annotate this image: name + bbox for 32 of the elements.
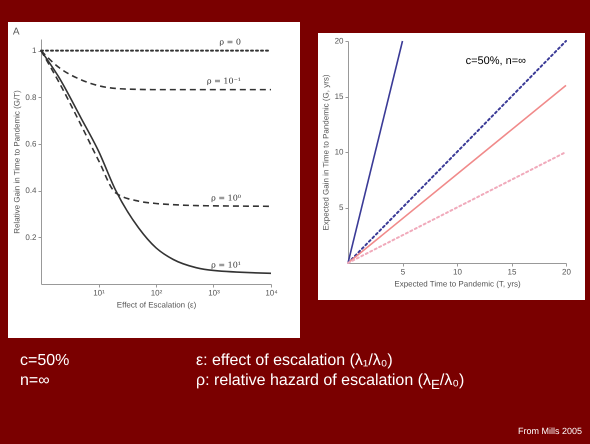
text: ε: effect of escalation (λ₁/λ₀) [196, 352, 393, 370]
y-tick-label: 0.8 [25, 92, 38, 102]
y-axis-title: Relative Gain in Time to Pandemic (G/T) [12, 90, 22, 234]
series-label: ρ = 10⁻¹ [206, 76, 241, 86]
y-tick-label: 0.4 [25, 186, 38, 196]
text: ρ: relative hazard of escalation (λ$_{E}$/λ₀) [196, 372, 464, 392]
x-axis-title: Effect of Escalation (ε) [116, 300, 197, 310]
x-tick-label: 5 [400, 268, 406, 276]
y-tick-label: 5 [339, 203, 344, 212]
y-tick-label: 0.6 [25, 140, 38, 148]
series-label: ρ = 0 [219, 38, 241, 47]
annotation: c=50%, n=∞ [466, 55, 526, 67]
y-tick-label: 15 [334, 92, 344, 101]
x-tick-label: 10⁴ [265, 288, 278, 298]
text: From Mills 2005 [518, 426, 582, 436]
x-tick-label: 10¹ [93, 288, 106, 298]
x-tick-label: 10² [150, 288, 163, 298]
x-tick-label: 10³ [208, 288, 220, 298]
x-tick-label: 20 [562, 268, 572, 276]
series-label: ρ = 10¹ [211, 260, 241, 270]
text: n=∞ [20, 372, 50, 390]
x-tick-label: 10 [453, 268, 462, 276]
y-tick-label: 10 [334, 148, 344, 156]
y-axis-title: Expected Gain in Time to Pandemic (G, yrs) [322, 74, 331, 231]
series-label: ρ = 10⁰ [211, 193, 241, 202]
x-axis-title: Expected Time to Pandemic (T, yrs) [394, 280, 521, 288]
y-tick-label: 0.2 [25, 232, 38, 242]
y-tick-label: 1 [32, 46, 38, 56]
y-tick-label: 20 [334, 36, 344, 46]
text: c=50% [20, 352, 70, 370]
chart-title: A [12, 26, 20, 38]
x-tick-label: 15 [508, 268, 517, 276]
